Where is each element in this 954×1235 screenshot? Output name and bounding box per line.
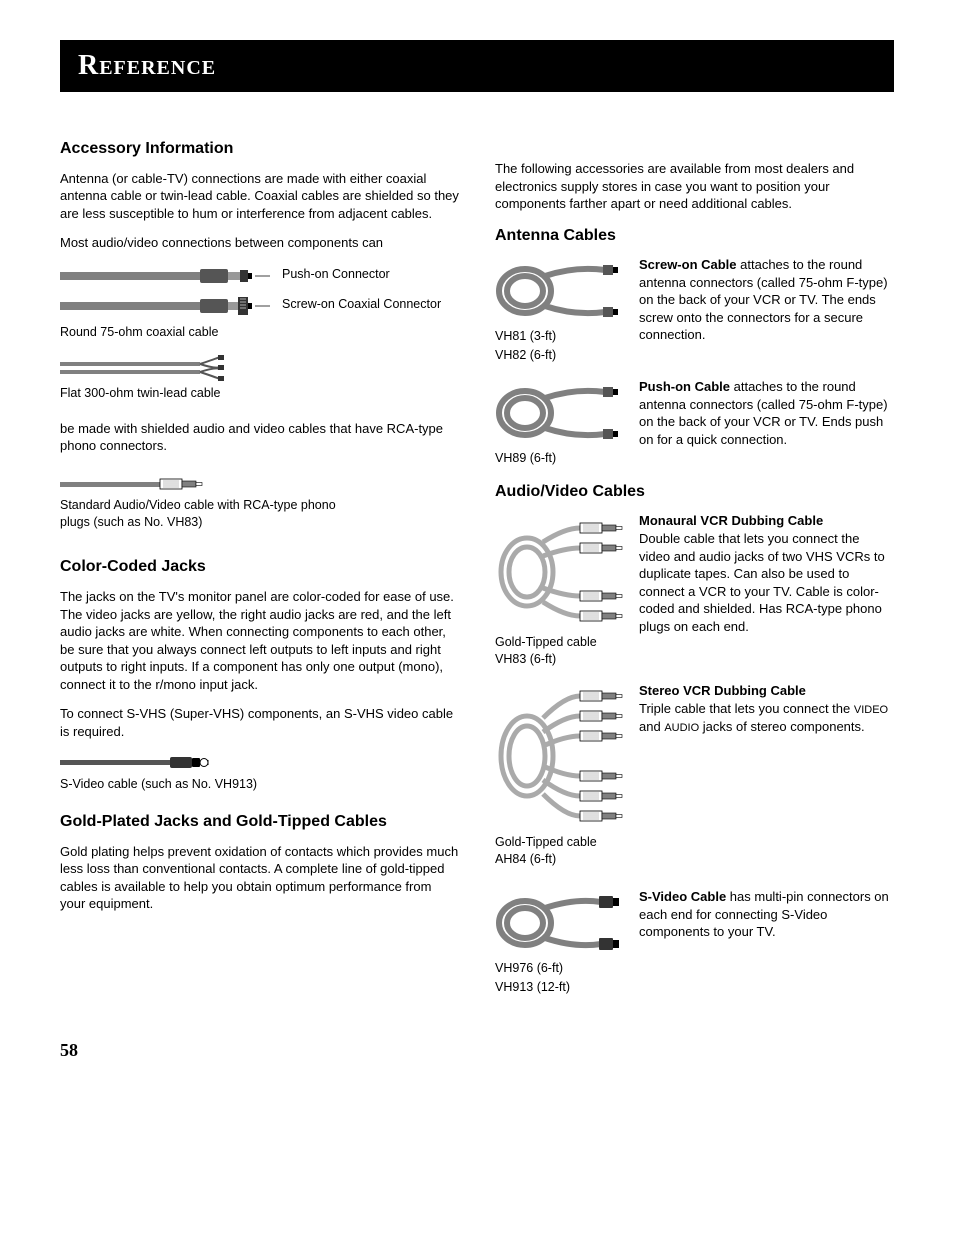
text-screwon: Screw-on Cable attaches to the round ant… (639, 256, 894, 344)
caption-svideo: S-Video cable (such as No. VH913) (60, 776, 459, 793)
caption-round-coax: Round 75-ohm coaxial cable (60, 324, 459, 341)
two-column-layout: Accessory Information Antenna (or cable-… (60, 132, 894, 1010)
body-stereo-a: Triple cable that lets you connect the (639, 701, 854, 716)
left-column: Accessory Information Antenna (or cable-… (60, 132, 459, 1010)
body-stereo-and: and (639, 719, 664, 734)
label-pushon: Push-on Connector (282, 266, 390, 283)
title-monaural: Monaural VCR Dubbing Cable (639, 512, 894, 530)
para-gold: Gold plating helps prevent oxidation of … (60, 843, 459, 913)
caption-flat-twinlead: Flat 300-ohm twin-lead cable (60, 385, 459, 402)
heading-color-coded: Color-Coded Jacks (60, 556, 459, 578)
title-svideo: S-Video Cable (639, 889, 726, 904)
stereo-audio-sc: AUDIO (664, 722, 699, 734)
para-svhs: To connect S-VHS (Super-VHS) components,… (60, 705, 459, 740)
text-stereo: Stereo VCR Dubbing Cable Triple cable th… (639, 682, 894, 735)
item-screwon-cable: VH81 (3-ft) VH82 (6-ft) Screw-on Cable a… (495, 256, 894, 364)
heading-gold: Gold-Plated Jacks and Gold-Tipped Cables (60, 811, 459, 833)
title-screwon: Screw-on Cable (639, 257, 737, 272)
text-monaural: Monaural VCR Dubbing Cable Double cable … (639, 512, 894, 635)
item-stereo: Gold-Tipped cable AH84 (6-ft) Stereo VCR… (495, 682, 894, 868)
para-color-coded: The jacks on the TV's monitor panel are … (60, 588, 459, 693)
body-stereo-b: jacks of stereo components. (699, 719, 864, 734)
heading-antenna-cables: Antenna Cables (495, 225, 894, 247)
title-stereo: Stereo VCR Dubbing Cable (639, 682, 894, 700)
title-pushon: Push-on Cable (639, 379, 730, 394)
right-column: The following accessories are available … (495, 132, 894, 1010)
svideo-coil-icon (495, 888, 625, 958)
screwon-connector-icon (60, 292, 270, 318)
rca-cable-icon (60, 475, 240, 495)
figure-screwon-connector: Screw-on Coaxial Connector (60, 292, 459, 318)
banner-title: Reference (78, 50, 876, 82)
caption-vh913: VH913 (12-ft) (495, 979, 625, 996)
caption-ah84: Gold-Tipped cable AH84 (6-ft) (495, 834, 615, 868)
page-banner: Reference (60, 40, 894, 92)
para-antenna: Antenna (or cable-TV) connections are ma… (60, 170, 459, 223)
svideo-cable-icon (60, 752, 220, 774)
pushon-coil-icon (495, 378, 625, 448)
caption-vh976: VH976 (6-ft) (495, 960, 625, 977)
caption-vh83: Gold-Tipped cable VH83 (6-ft) (495, 634, 615, 668)
heading-accessory-info: Accessory Information (60, 138, 459, 160)
triple-rca-coil-icon (495, 682, 625, 832)
caption-vh81: VH81 (3-ft) (495, 328, 625, 345)
item-pushon-cable: VH89 (6-ft) Push-on Cable attaches to th… (495, 378, 894, 467)
flat-twinlead-icon (60, 355, 230, 383)
text-pushon: Push-on Cable attaches to the round ante… (639, 378, 894, 448)
stereo-video-sc: VIDEO (854, 704, 888, 716)
dual-rca-coil-icon (495, 512, 625, 632)
para-following: The following accessories are available … (495, 160, 894, 213)
caption-vh82: VH82 (6-ft) (495, 347, 625, 364)
label-screwon: Screw-on Coaxial Connector (282, 296, 441, 313)
figure-pushon-connector: Push-on Connector (60, 264, 459, 286)
heading-av-cables: Audio/Video Cables (495, 481, 894, 503)
caption-vh89: VH89 (6-ft) (495, 450, 625, 467)
text-svideo: S-Video Cable has multi-pin connectors o… (639, 888, 894, 941)
para-shielded: be made with shielded audio and video ca… (60, 420, 459, 455)
page-number: 58 (60, 1040, 894, 1061)
screwon-coil-icon (495, 256, 625, 326)
item-svideo: VH976 (6-ft) VH913 (12-ft) S-Video Cable… (495, 888, 894, 996)
caption-rca: Standard Audio/Video cable with RCA-type… (60, 497, 340, 531)
item-monaural: Gold-Tipped cable VH83 (6-ft) Monaural V… (495, 512, 894, 668)
body-monaural: Double cable that lets you connect the v… (639, 531, 885, 634)
para-audio-intro: Most audio/video connections between com… (60, 234, 459, 252)
pushon-connector-icon (60, 264, 270, 286)
